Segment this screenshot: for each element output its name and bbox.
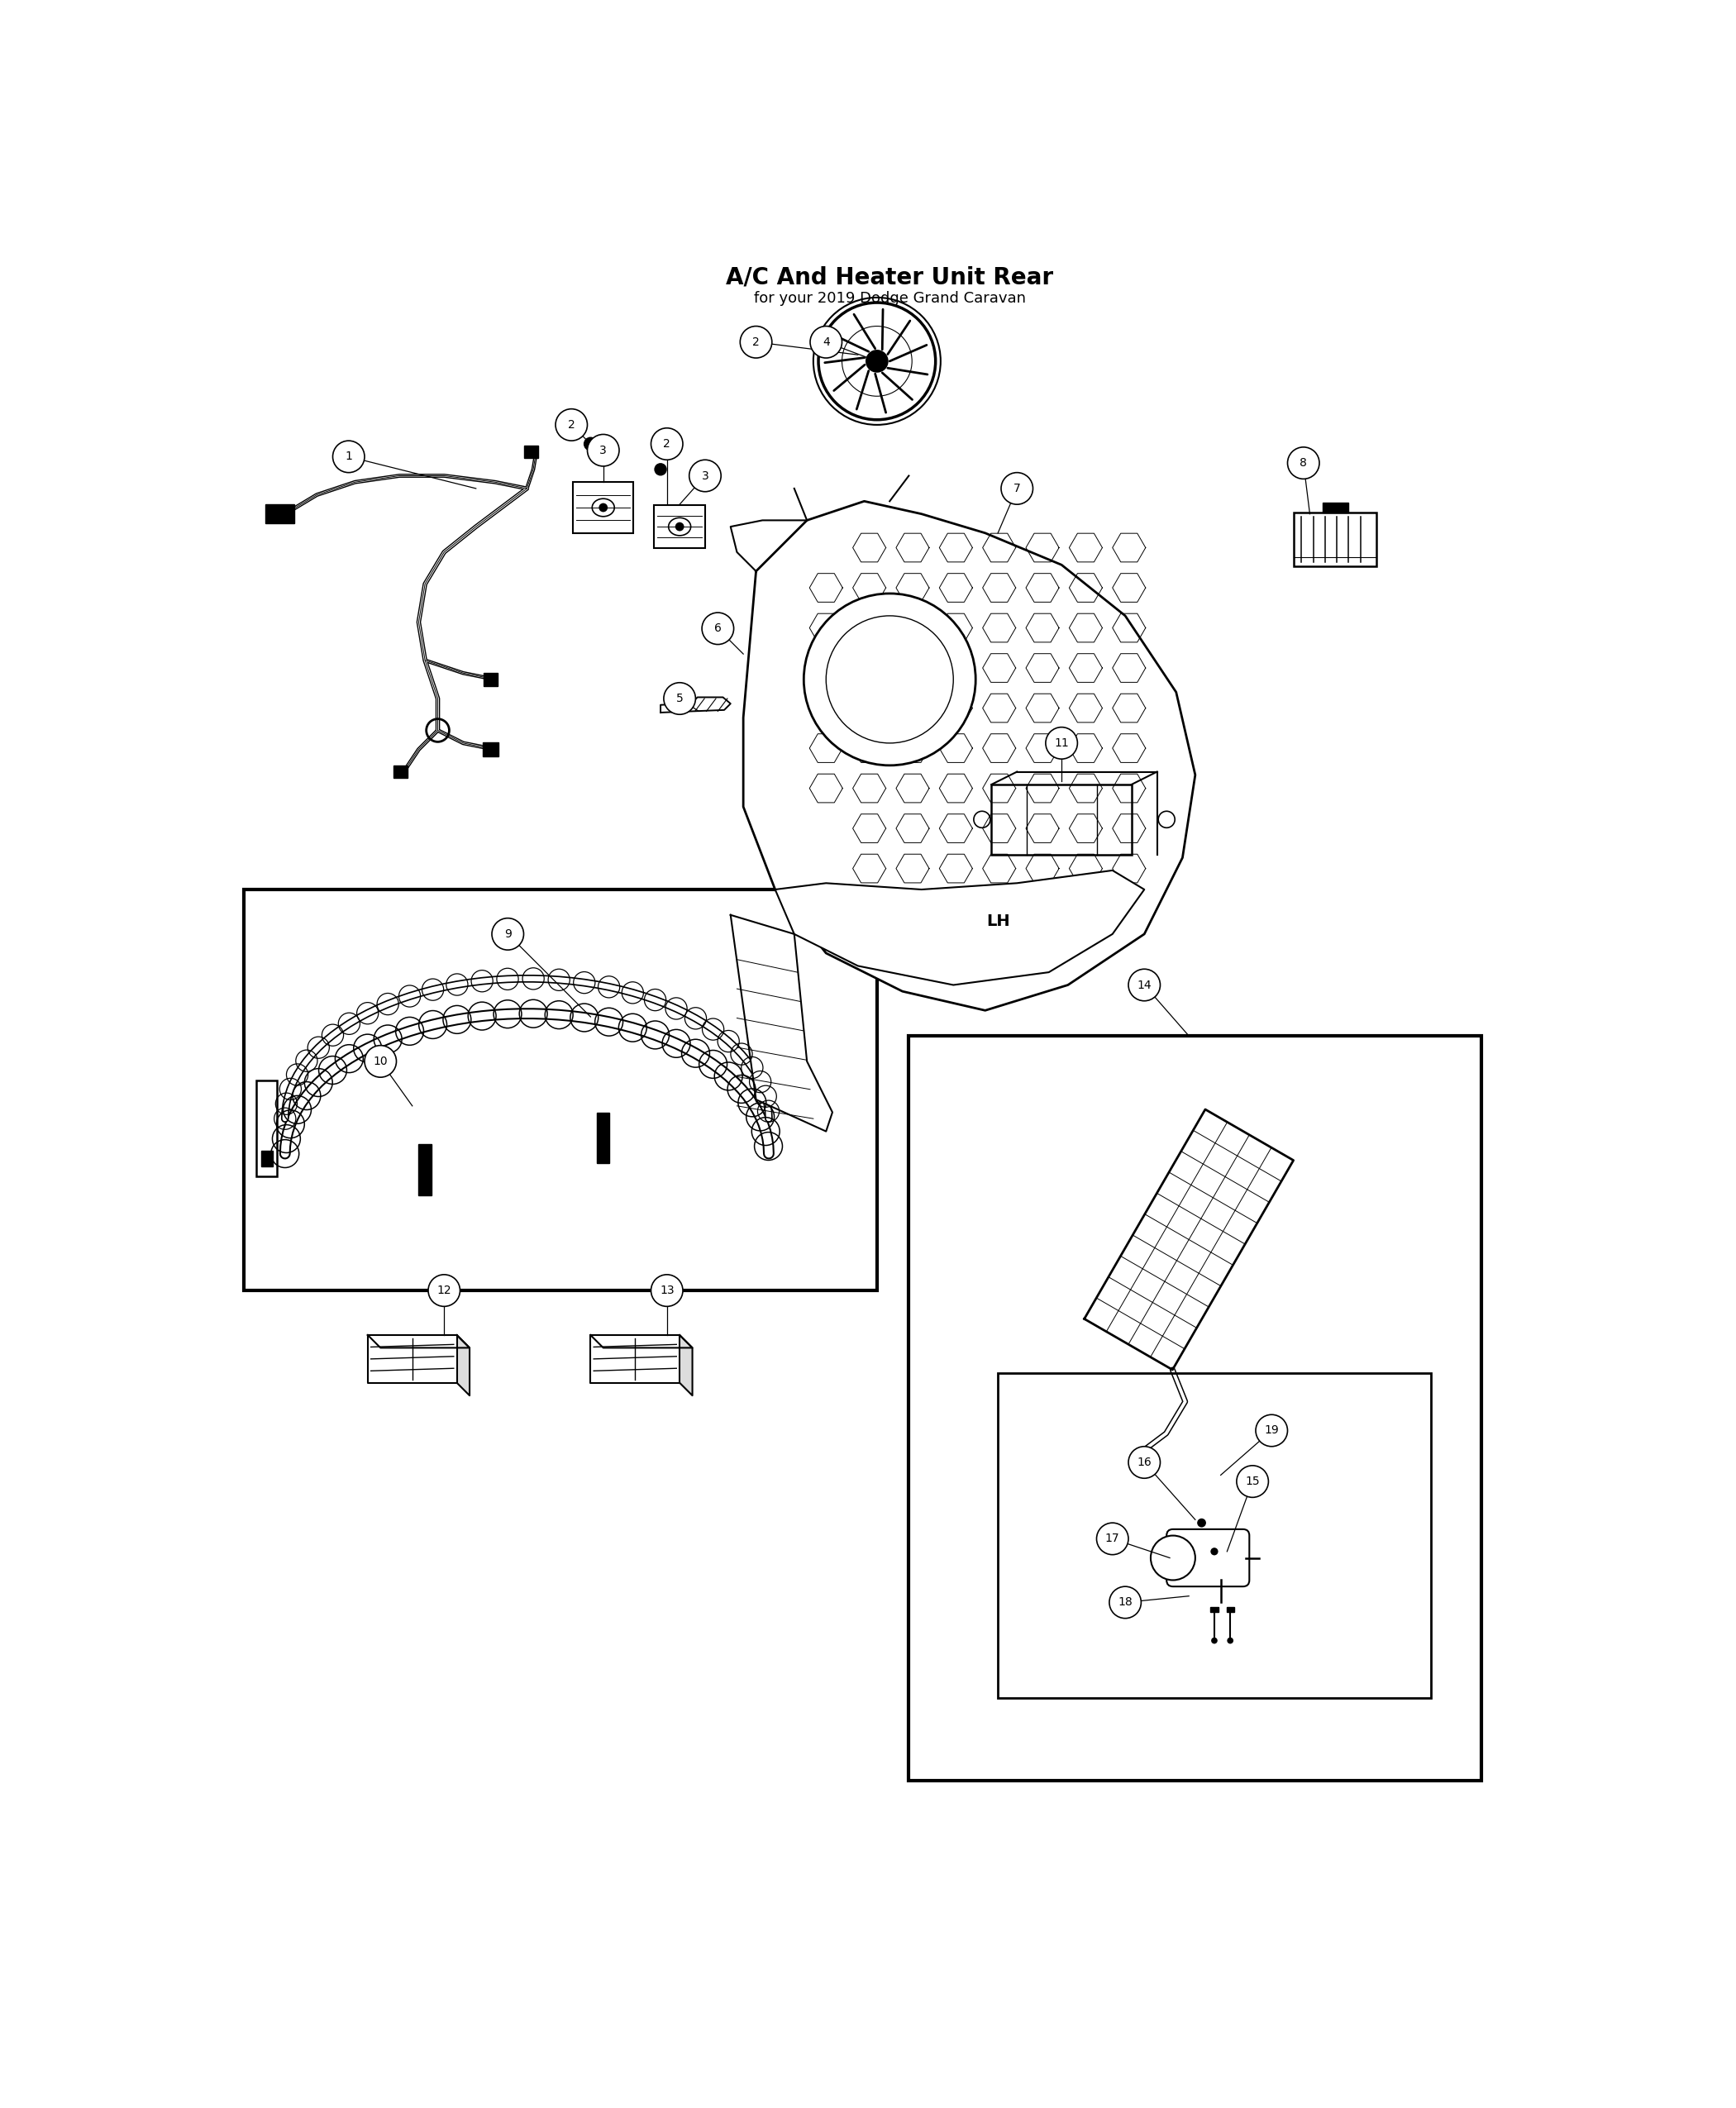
Circle shape [1288,447,1319,479]
Circle shape [675,523,684,531]
Text: 17: 17 [1106,1533,1120,1545]
Circle shape [651,428,682,460]
Bar [1210,1606,1219,1613]
Text: LH: LH [986,913,1010,930]
Text: 14: 14 [1137,980,1151,991]
Circle shape [556,409,587,441]
Text: 4: 4 [823,337,830,348]
Polygon shape [368,1334,457,1383]
Circle shape [1212,1638,1217,1644]
Text: 13: 13 [660,1284,674,1296]
Circle shape [1236,1465,1269,1497]
Text: 3: 3 [701,470,708,481]
Bar [243,890,877,1290]
Circle shape [587,434,620,466]
Bar [910,1035,1481,1781]
Bar [394,765,408,778]
Circle shape [804,594,976,765]
Bar [573,483,634,533]
Circle shape [599,504,608,512]
Bar [483,742,498,757]
Polygon shape [457,1334,469,1395]
Bar [262,1151,273,1166]
Bar [1226,1606,1234,1613]
Bar [1293,512,1377,567]
Circle shape [1128,970,1160,1001]
Bar [524,445,538,457]
Text: 3: 3 [599,445,608,455]
Circle shape [333,441,365,472]
Text: 12: 12 [437,1284,451,1296]
Polygon shape [731,915,833,1132]
Text: 6: 6 [713,622,722,635]
Text: 15: 15 [1245,1476,1260,1488]
Circle shape [1109,1587,1141,1619]
Polygon shape [1085,1109,1293,1370]
Text: 19: 19 [1264,1425,1279,1436]
Polygon shape [660,698,731,713]
Polygon shape [590,1334,693,1347]
Circle shape [583,436,597,451]
Circle shape [429,1275,460,1307]
Circle shape [1210,1547,1219,1556]
Text: 2: 2 [752,337,760,348]
Polygon shape [774,871,1144,984]
FancyBboxPatch shape [1167,1528,1250,1587]
Text: 2: 2 [568,419,575,430]
Polygon shape [368,1334,469,1347]
Circle shape [1227,1638,1234,1644]
Circle shape [811,327,842,358]
Circle shape [654,464,667,476]
Text: 5: 5 [675,694,684,704]
Bar [257,1081,276,1176]
Polygon shape [590,1334,681,1383]
Bar [418,1145,431,1195]
Bar [484,672,498,685]
Text: 2: 2 [663,438,670,449]
Text: A/C And Heater Unit Rear: A/C And Heater Unit Rear [726,266,1054,289]
Polygon shape [681,1334,693,1395]
Circle shape [1128,1446,1160,1478]
Circle shape [651,1275,682,1307]
Bar [991,784,1132,854]
Circle shape [740,327,773,358]
Text: for your 2019 Dodge Grand Caravan: for your 2019 Dodge Grand Caravan [753,291,1026,306]
Bar [266,504,293,523]
Circle shape [1045,727,1078,759]
Circle shape [1151,1535,1196,1581]
Text: 8: 8 [1300,457,1307,468]
Text: 16: 16 [1137,1457,1151,1467]
Circle shape [663,683,696,715]
Bar [1323,504,1349,512]
Circle shape [1198,1518,1207,1528]
Circle shape [701,613,734,645]
Text: 7: 7 [1014,483,1021,493]
Bar [654,506,705,548]
Circle shape [689,460,720,491]
Circle shape [1002,472,1033,504]
Text: 1: 1 [345,451,352,462]
Circle shape [818,304,936,419]
Circle shape [866,350,889,373]
Text: 18: 18 [1118,1596,1132,1608]
Bar [597,1113,609,1164]
Text: 10: 10 [373,1056,387,1067]
Circle shape [365,1046,396,1077]
Text: 9: 9 [503,928,512,940]
Polygon shape [743,502,1196,1010]
Circle shape [491,919,524,951]
Circle shape [1097,1522,1128,1556]
Bar [998,1372,1430,1697]
Circle shape [1255,1414,1288,1446]
Text: 11: 11 [1054,738,1069,748]
